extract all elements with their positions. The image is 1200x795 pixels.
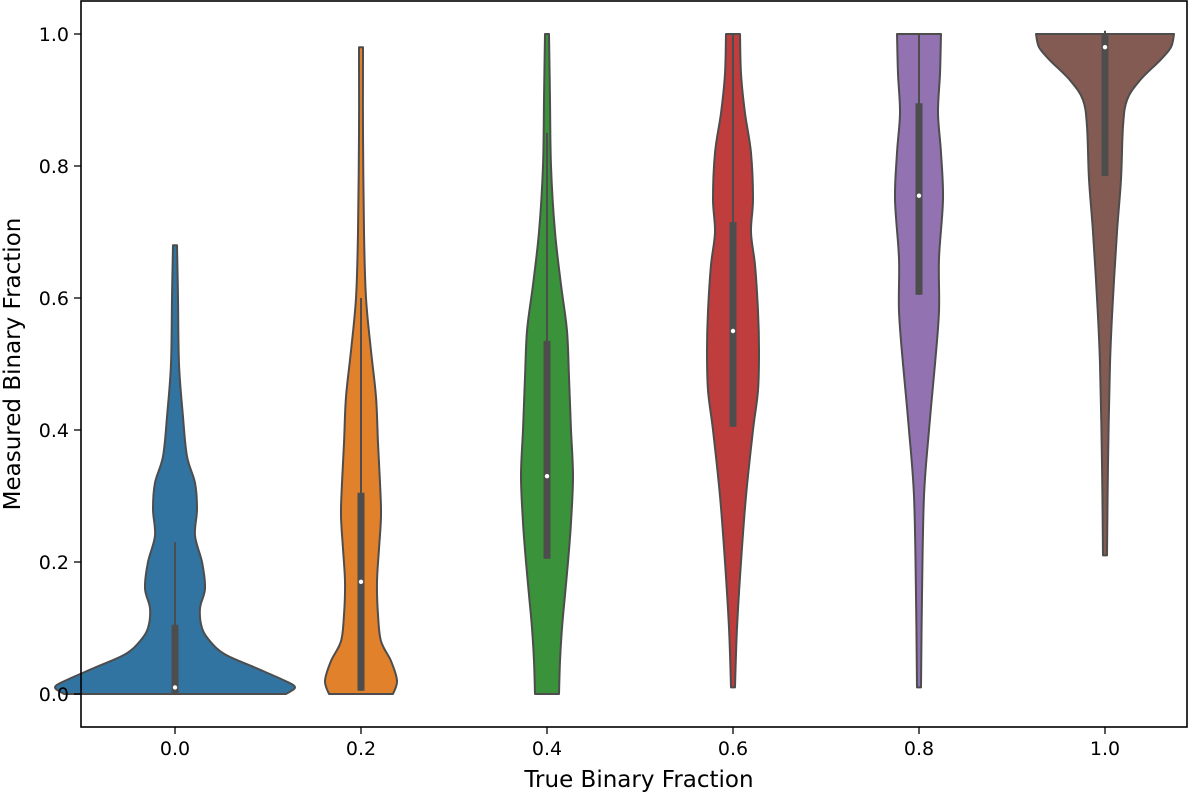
- y-tick-label: 0.0: [39, 684, 69, 706]
- x-axis-label: True Binary Fraction: [523, 767, 753, 793]
- violin-0.4: [520, 33, 574, 695]
- violin-median-dot: [172, 685, 178, 690]
- plot-frame: [80, 0, 1188, 728]
- x-axis: 0.0 0.2 0.4 0.6 0.8 1.0: [160, 727, 1120, 760]
- violin-body: [1035, 33, 1175, 557]
- y-tick-label: 0.8: [39, 156, 69, 178]
- violin-0.2: [323, 46, 399, 695]
- violin-median-dot: [1102, 45, 1108, 50]
- violin-median-dot: [544, 474, 550, 479]
- x-tick-label: 0.4: [532, 738, 562, 760]
- y-tick-label: 0.6: [39, 288, 69, 310]
- y-tick-label: 0.4: [39, 420, 69, 442]
- violin-0.8: [893, 33, 945, 689]
- y-tick-label: 0.2: [39, 552, 69, 574]
- y-tick-label: 1.0: [39, 24, 69, 46]
- violins-group: [54, 30, 1175, 695]
- x-tick-label: 0.2: [346, 738, 376, 760]
- y-axis-label: Measured Binary Fraction: [0, 218, 26, 511]
- y-axis: 0.0 0.2 0.4 0.6 0.8 1.0: [39, 24, 81, 706]
- x-tick-label: 0.0: [160, 738, 190, 760]
- x-tick-label: 0.8: [904, 738, 934, 760]
- x-tick-label: 0.6: [718, 738, 748, 760]
- violin-median-dot: [730, 328, 736, 334]
- violin-body: [54, 244, 296, 695]
- violin-median-dot: [358, 579, 364, 584]
- violin-body: [893, 33, 945, 689]
- violin-0.0: [54, 244, 296, 695]
- x-tick-label: 1.0: [1090, 738, 1120, 760]
- violin-median-dot: [916, 193, 922, 198]
- violin-1.0: [1035, 30, 1175, 557]
- violin-0.6: [706, 33, 760, 689]
